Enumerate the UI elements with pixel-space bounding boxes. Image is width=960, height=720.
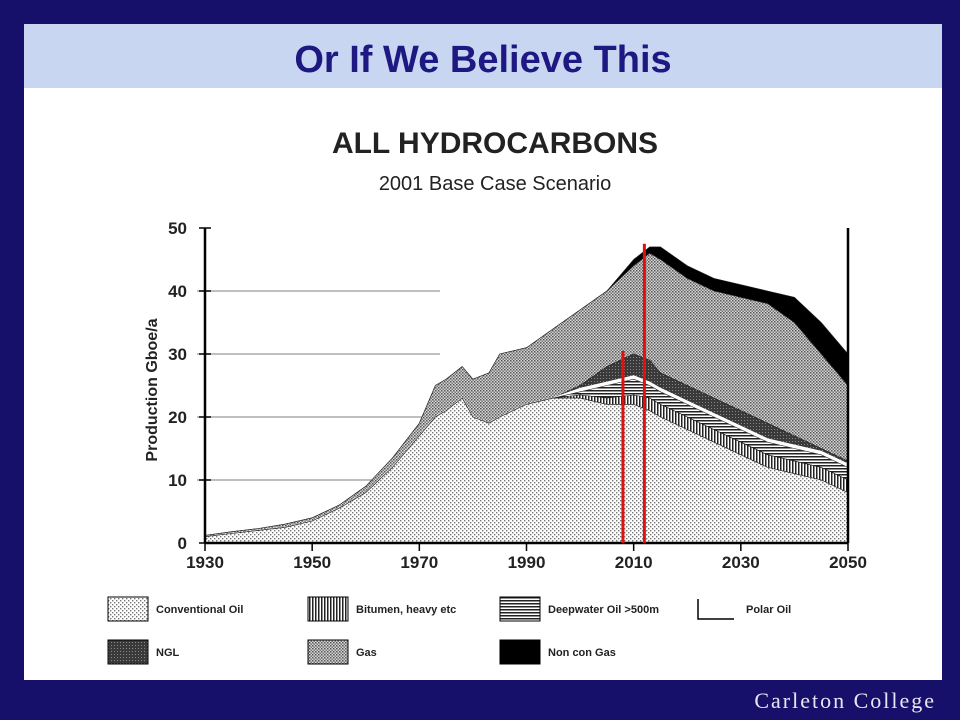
- y-tick-label-4: 40: [168, 282, 187, 301]
- legend-label-deepwater-oil-500m: Deepwater Oil >500m: [548, 604, 659, 616]
- legend-swatch-bitumen-heavy-etc: [307, 596, 349, 622]
- x-tick-label-4: 2010: [615, 553, 653, 572]
- y-tick-label-2: 20: [168, 408, 187, 427]
- legend-label-polar-oil: Polar Oil: [746, 604, 791, 616]
- legend-swatch-conventional-oil: [107, 596, 149, 622]
- reference-lines: [621, 243, 646, 543]
- legend-swatch-ngl: [107, 639, 149, 665]
- x-tick-label-5: 2030: [722, 553, 760, 572]
- legend-swatch-deepwater-oil-500m: [499, 596, 541, 622]
- x-tick-label-2: 1970: [400, 553, 438, 572]
- y-axis-label: Production Gboe/a: [144, 318, 161, 461]
- brand-label: Carleton College: [754, 688, 936, 713]
- x-tick-label-6: 2050: [829, 553, 867, 572]
- chart-title: ALL HYDROCARBONS: [332, 127, 658, 160]
- legend: Conventional Oil Bitumen, heavy etc Deepwa…: [107, 596, 791, 665]
- y-tick-label-0: 0: [178, 534, 187, 553]
- legend-label-bitumen-heavy-etc: Bitumen, heavy etc: [356, 604, 456, 616]
- legend-label-gas: Gas: [356, 647, 377, 659]
- slide-title: Or If We Believe This: [294, 39, 672, 81]
- x-tick-label-1: 1950: [293, 553, 331, 572]
- area-layer: [204, 246, 849, 544]
- y-tick-label-3: 30: [168, 345, 187, 364]
- x-tick-label-3: 1990: [508, 553, 546, 572]
- chart-subtitle: 2001 Base Case Scenario: [379, 173, 611, 195]
- legend-swatch-non-con-gas: [499, 639, 541, 665]
- y-tick-label-1: 10: [168, 471, 187, 490]
- y-tick-label-5: 50: [168, 219, 187, 238]
- legend-label-conventional-oil: Conventional Oil: [156, 604, 243, 616]
- title-bar: [24, 24, 942, 88]
- legend-label-non-con-gas: Non con Gas: [548, 647, 616, 659]
- x-tick-label-0: 1930: [186, 553, 224, 572]
- legend-label-ngl: NGL: [156, 647, 180, 659]
- legend-swatch-gas: [307, 639, 349, 665]
- legend-swatch-polar-oil: [697, 599, 734, 620]
